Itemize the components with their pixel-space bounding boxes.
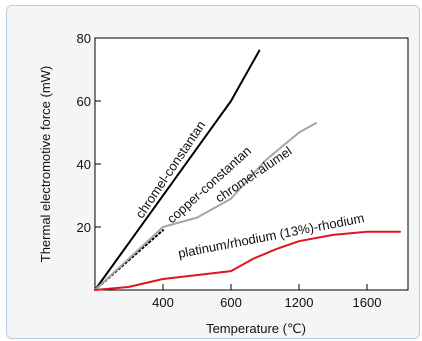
x-axis-title: Temperature (℃) [206,321,306,336]
plot-area [95,38,408,290]
y-tick-label: 60 [77,94,91,109]
y-tick-label: 40 [77,157,91,172]
x-tick-label: 600 [220,295,242,310]
x-tick-label: 1600 [353,295,382,310]
y-axis-title: Thermal electromotive force (mW) [38,66,53,262]
y-tick-label: 20 [77,220,91,235]
y-tick-label: 80 [77,31,91,46]
x-tick-label: 1200 [285,295,314,310]
x-tick-label: 400 [152,295,174,310]
